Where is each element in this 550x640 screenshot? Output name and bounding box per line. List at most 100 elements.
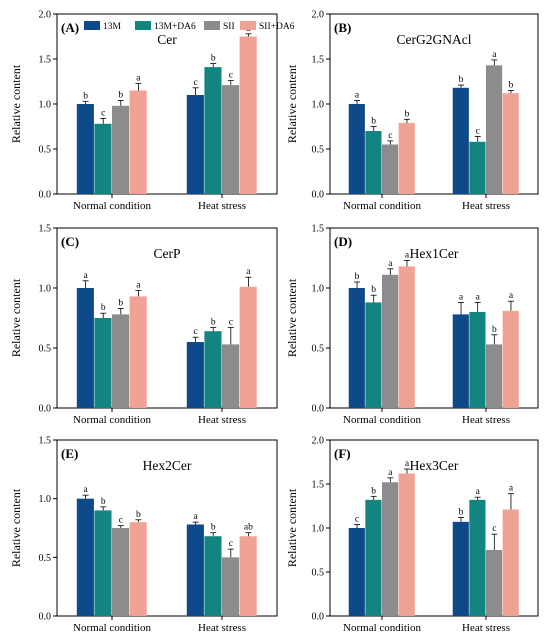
bar (186, 342, 204, 408)
bar (348, 104, 365, 194)
significance-label: a (405, 250, 410, 260)
significance-label: c (193, 327, 197, 337)
significance-label: c (119, 516, 123, 526)
panel-title: Hex3Cer (410, 458, 459, 473)
x-tick-label: Heat stress (198, 622, 246, 634)
panel-5: 0.0 0.5 1.0 1.5 Relative content Normal condi… (9, 436, 278, 634)
y-tick-label: 0.5 (312, 344, 325, 355)
legend-label: SII (223, 22, 235, 32)
bar (94, 123, 112, 194)
y-tick-label: 0.5 (39, 145, 52, 156)
plot-frame (329, 227, 539, 409)
significance-label: b (459, 507, 464, 517)
y-tick-label: 0.0 (312, 190, 325, 201)
y-tick-label: 0.5 (39, 344, 52, 355)
bar (382, 482, 399, 616)
y-tick-label: 0.0 (312, 404, 325, 415)
bar (204, 331, 222, 408)
significance-label: a (246, 267, 251, 277)
x-tick-label: Heat stress (462, 622, 510, 634)
bar (486, 65, 503, 194)
significance-label: b (118, 298, 123, 308)
bar (348, 528, 365, 616)
bar (112, 105, 130, 194)
y-tick-label: 0.0 (39, 404, 52, 415)
significance-label: a (355, 90, 360, 100)
bar (365, 302, 382, 408)
y-axis-label: Relative content (9, 488, 23, 567)
y-axis-label: Relative content (9, 64, 23, 143)
panel-3: 0.0 0.5 1.0 1.5 Relative content Normal condi… (9, 224, 278, 426)
y-tick-label: 1.5 (312, 55, 325, 66)
significance-label: b (211, 54, 216, 64)
bar (204, 67, 222, 194)
significance-label: a (459, 292, 464, 302)
x-tick-label: Normal condition (73, 200, 151, 212)
bar (186, 95, 204, 194)
x-tick-label: Heat stress (198, 414, 246, 426)
significance-label: b (101, 497, 106, 507)
plot-frame (56, 227, 278, 409)
panel-label: (B) (334, 20, 351, 35)
significance-label: b (509, 81, 514, 91)
significance-label: a (193, 512, 198, 522)
y-tick-label: 1.0 (312, 100, 325, 111)
significance-label: b (211, 318, 216, 328)
bar (452, 314, 469, 408)
bar (239, 286, 257, 408)
bar (382, 274, 399, 408)
bar (222, 557, 240, 616)
significance-label: a (388, 259, 393, 269)
y-tick-label: 1.0 (312, 284, 325, 295)
y-tick-label: 1.5 (312, 224, 325, 235)
x-tick-label: Normal condition (73, 414, 151, 426)
significance-label: a (509, 291, 514, 301)
x-tick-label: Heat stress (462, 414, 510, 426)
bar (112, 314, 130, 408)
significance-label: a (83, 485, 88, 495)
x-tick-label: Heat stress (462, 200, 510, 212)
significance-label: c (193, 78, 197, 88)
bar (365, 131, 382, 194)
panel-title: CerP (154, 246, 181, 261)
y-tick-label: 0.5 (312, 145, 325, 156)
significance-label: b (405, 109, 410, 119)
bar (112, 528, 130, 616)
legend-label: SII+DA6 (259, 22, 295, 32)
significance-label: ab (244, 523, 253, 533)
bar (239, 36, 257, 194)
significance-label: b (136, 510, 141, 520)
bar (469, 141, 486, 194)
legend-label: 13M (103, 22, 122, 32)
bar (382, 144, 399, 194)
significance-label: a (136, 73, 141, 83)
panel-6: 0.0 0.5 1.0 1.5 2.0 Relative content Normal co… (285, 436, 539, 634)
legend-swatch (240, 21, 256, 30)
y-tick-label: 0.0 (312, 612, 325, 623)
y-axis-label: Relative content (9, 278, 23, 357)
significance-label: b (211, 523, 216, 533)
significance-label: c (229, 71, 233, 81)
panel-title: CerG2GNAcl (397, 32, 472, 47)
bar (365, 499, 382, 616)
y-tick-label: 1.0 (39, 100, 52, 111)
y-tick-label: 1.5 (39, 224, 52, 235)
legend: 13M 13M+DA6 SII SII+DA6 (84, 21, 295, 32)
panel-title: Hex2Cer (143, 458, 192, 473)
bar (76, 498, 94, 616)
significance-label: b (459, 75, 464, 85)
panel-label: (D) (334, 234, 352, 249)
significance-label: a (476, 292, 481, 302)
bar (486, 344, 503, 408)
significance-label: b (371, 486, 376, 496)
significance-label: b (83, 91, 88, 101)
bar (502, 93, 519, 194)
panel-title: Hex1Cer (410, 246, 459, 261)
bar (452, 87, 469, 194)
legend-label: 13M+DA6 (154, 22, 196, 32)
significance-label: a (476, 487, 481, 497)
significance-label: a (509, 484, 514, 494)
significance-label: a (136, 280, 141, 290)
significance-label: b (355, 272, 360, 282)
plot-frame (56, 439, 278, 617)
